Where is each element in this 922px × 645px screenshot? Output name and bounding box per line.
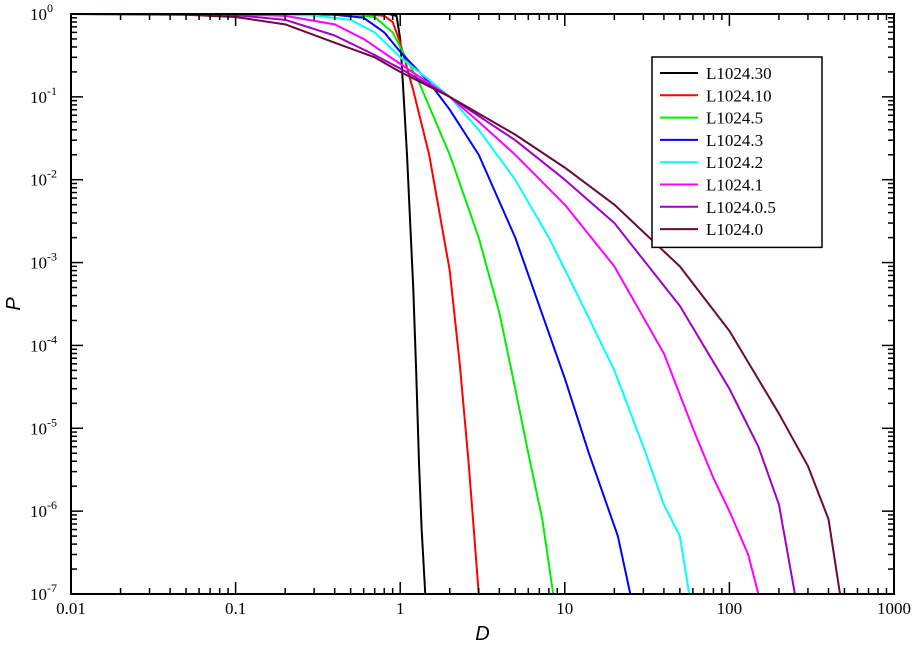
- series-line-2: [71, 14, 480, 594]
- y-tick-labels: 100 10-1 10-2 10-3 10-4 10-5 10-6 10-7: [30, 1, 57, 604]
- x-tick-label: 0.1: [225, 599, 246, 618]
- x-tick-label: 1000: [877, 599, 911, 618]
- series-line-3: [71, 14, 555, 594]
- legend-label: L1024.0.5: [706, 198, 776, 217]
- series-line-6: [71, 14, 760, 594]
- y-tick-label: 10-4: [30, 332, 57, 355]
- y-tick-label: 10-2: [30, 167, 57, 190]
- legend-label: L1024.30: [706, 64, 772, 83]
- x-tick-label: 1: [396, 599, 405, 618]
- x-tick-label: 100: [717, 599, 743, 618]
- series-line-1: [71, 14, 427, 594]
- legend-label: L1024.3: [706, 131, 763, 150]
- y-axis-title: P: [3, 297, 25, 311]
- series-line-7: [71, 14, 796, 594]
- legend-box: [651, 56, 823, 249]
- series-line-5: [71, 14, 691, 594]
- x-axis-title: D: [475, 623, 489, 645]
- x-tick-labels: 0.01 0.1 1 10 100 1000: [56, 599, 911, 618]
- y-tick-label: 10-7: [30, 581, 57, 604]
- legend-label: L1024.2: [706, 153, 763, 172]
- legend: L1024.30 L1024.10 L1024.5 L1024.3 L1024.2 L10…: [651, 56, 823, 249]
- y-tick-label: 10-3: [30, 250, 57, 273]
- y-tick-label: 10-5: [30, 415, 57, 438]
- legend-label: L1024.1: [706, 176, 763, 195]
- x-tick-label: 0.01: [56, 599, 86, 618]
- legend-label: L1024.5: [706, 109, 763, 128]
- series-line-4: [71, 14, 632, 594]
- axis-ticks: [70, 13, 895, 595]
- legend-label: L1024.0: [706, 220, 763, 239]
- x-tick-label: 10: [556, 599, 573, 618]
- series-line-8: [71, 14, 842, 594]
- plot-frame: [70, 13, 895, 595]
- y-tick-label: 100: [30, 1, 53, 24]
- y-tick-label: 10-6: [30, 498, 57, 521]
- y-tick-label: 10-1: [30, 84, 57, 107]
- legend-label: L1024.10: [706, 86, 772, 105]
